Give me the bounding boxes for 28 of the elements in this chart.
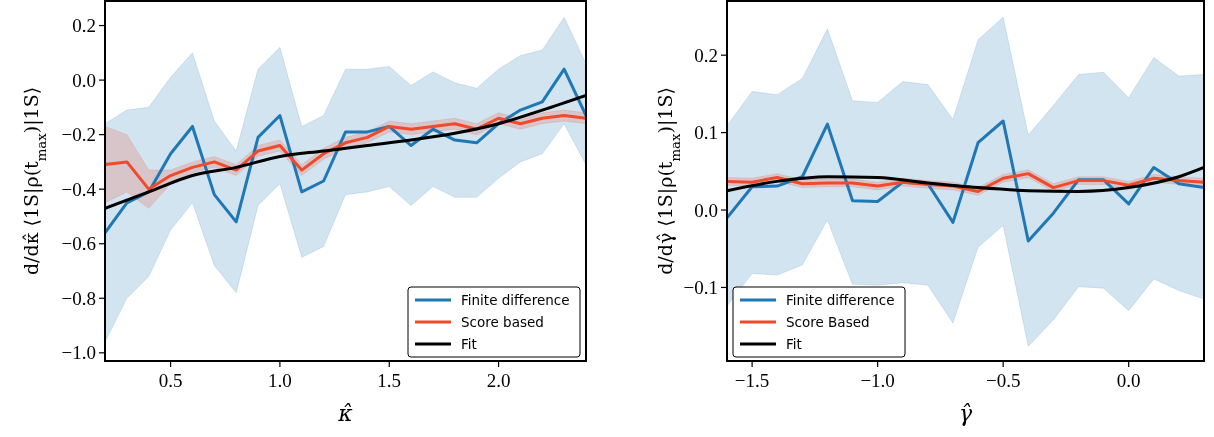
x-tick-label: −1.0: [860, 370, 895, 391]
legend-label: Fit: [786, 335, 802, 352]
x-axis-title: γ̂: [958, 401, 973, 426]
x-tick-label: −1.5: [734, 370, 770, 391]
y-tick-label: 0.2: [694, 44, 718, 66]
x-tick-label: −0.5: [985, 370, 1021, 391]
x-tick-label: 1.5: [377, 370, 402, 391]
y-tick-label: −0.8: [61, 287, 96, 309]
legend-label: Finite difference: [461, 291, 570, 308]
x-tick-label: 1.0: [268, 370, 292, 391]
y-tick-label: 0.0: [694, 199, 718, 221]
legend-label: Score Based: [786, 313, 870, 330]
line-series: [105, 114, 586, 191]
y-tick-label: −0.2: [61, 124, 96, 146]
y-tick-label: −0.1: [683, 277, 718, 299]
y-tick-label: −0.4: [61, 178, 97, 200]
x-tick-label: 0.5: [158, 370, 183, 391]
x-axis-title: κ̂: [337, 401, 354, 426]
y-tick-label: 0.0: [72, 69, 96, 91]
legend-label: Finite difference: [786, 291, 895, 308]
y-tick-label: −0.6: [61, 233, 96, 255]
x-tick-label: 2.0: [486, 370, 511, 391]
legend-label: Score based: [461, 313, 544, 330]
y-tick-label: 0.1: [694, 122, 718, 144]
x-tick-label: 0.0: [1116, 370, 1141, 391]
y-tick-label: −1.0: [61, 342, 96, 364]
y-tick-label: 0.2: [72, 15, 96, 37]
legend-label: Fit: [461, 335, 477, 352]
